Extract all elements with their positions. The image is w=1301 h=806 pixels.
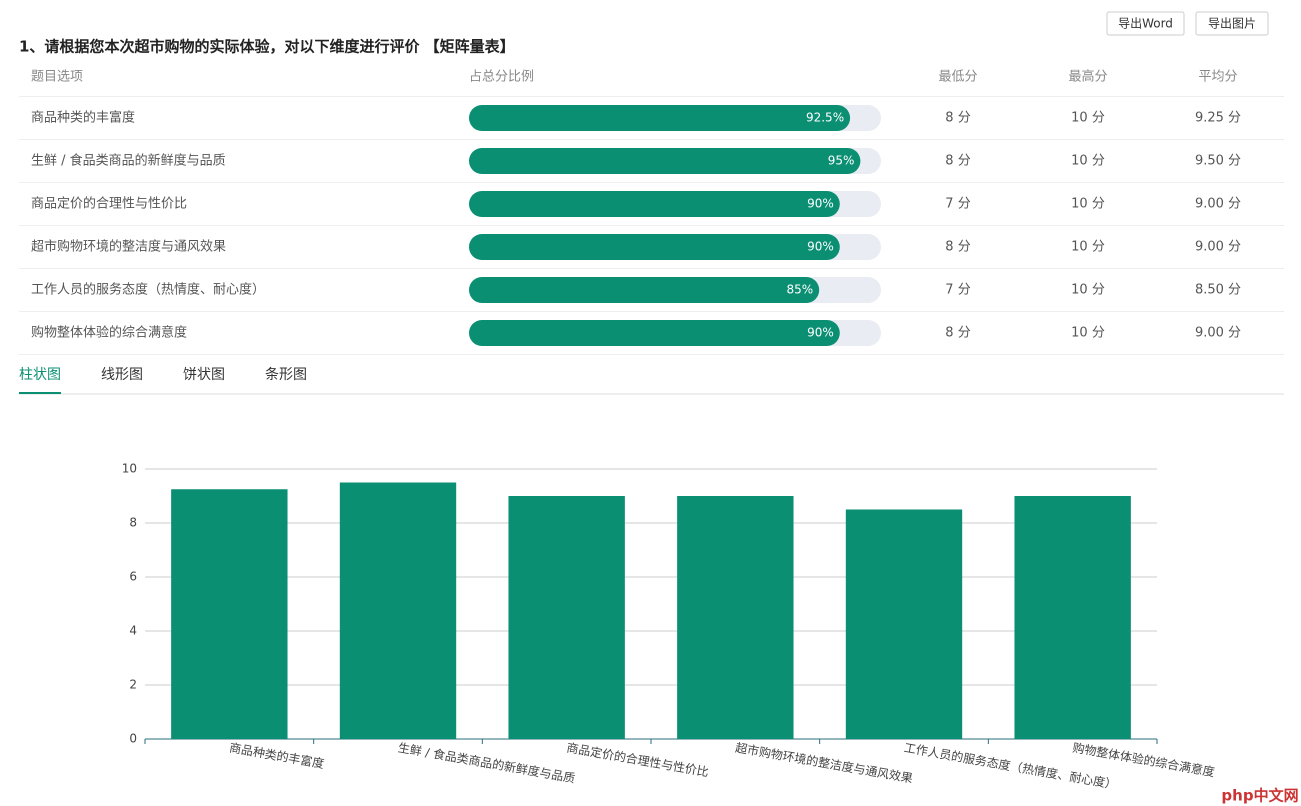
x-tick-label: 商品定价的合理性与性价比 (566, 740, 710, 780)
export-image-label[interactable]: 导出图片 (1208, 17, 1256, 31)
option-label: 生鲜 / 食品类商品的新鲜度与品质 (31, 153, 226, 169)
ratio-label: 90% (807, 240, 834, 254)
min-score: 7 分 (945, 283, 970, 298)
avg-score: 9.00 分 (1195, 326, 1241, 341)
min-score: 7 分 (945, 197, 970, 212)
option-label: 商品定价的合理性与性价比 (31, 196, 187, 212)
ratio-bar (469, 148, 861, 174)
min-score: 8 分 (945, 154, 970, 169)
watermark: php中文网 (1221, 787, 1298, 805)
avg-score: 9.50 分 (1195, 154, 1241, 169)
y-tick-label: 10 (122, 462, 137, 476)
max-score: 10 分 (1071, 326, 1105, 341)
ratio-label: 90% (807, 326, 834, 340)
export-word-button[interactable] (1106, 11, 1185, 36)
y-tick-label: 6 (129, 570, 137, 584)
export-word-label[interactable]: 导出Word (1118, 17, 1173, 31)
min-score: 8 分 (945, 326, 970, 341)
y-tick-label: 8 (129, 516, 137, 530)
option-label: 超市购物环境的整洁度与通风效果 (31, 239, 226, 255)
min-score: 8 分 (945, 240, 970, 255)
ratio-bar (469, 234, 840, 260)
max-score: 10 分 (1071, 154, 1105, 169)
ratio-label: 92.5% (806, 111, 844, 125)
table-header: 占总分比例 (469, 70, 534, 85)
max-score: 10 分 (1071, 283, 1105, 298)
chart-tab[interactable]: 条形图 (265, 366, 307, 383)
bar (677, 496, 794, 739)
ratio-label: 95% (828, 154, 855, 168)
question-title: 1、请根据您本次超市购物的实际体验，对以下维度进行评价 【矩阵量表】 (19, 38, 515, 56)
bar (171, 489, 288, 739)
chart-tab[interactable]: 线形图 (101, 367, 143, 383)
export-image-button[interactable] (1195, 11, 1269, 36)
x-tick-label: 生鲜 / 食品类商品的新鲜度与品质 (397, 740, 577, 786)
ratio-bar (469, 191, 840, 217)
bar (845, 509, 963, 739)
max-score: 10 分 (1071, 111, 1105, 126)
x-tick-label: 超市购物环境的整洁度与通风效果 (734, 740, 914, 786)
ratio-bar (469, 320, 840, 346)
y-tick-label: 4 (129, 624, 137, 638)
y-tick-label: 2 (129, 678, 137, 692)
table-header: 最低分 (938, 70, 977, 85)
option-label: 工作人员的服务态度（热情度、耐心度） (31, 282, 265, 298)
ratio-label: 90% (807, 197, 834, 211)
min-score: 8 分 (945, 111, 970, 126)
bar (508, 496, 625, 739)
option-label: 购物整体体验的综合满意度 (31, 325, 187, 341)
ratio-bar (469, 277, 820, 303)
chart-tab[interactable]: 饼状图 (183, 367, 225, 383)
max-score: 10 分 (1071, 240, 1105, 255)
bar (339, 482, 457, 739)
max-score: 10 分 (1071, 197, 1105, 212)
table-header: 平均分 (1198, 70, 1237, 85)
y-tick-label: 0 (129, 732, 137, 746)
avg-score: 8.50 分 (1195, 283, 1241, 298)
x-tick-label: 商品种类的丰富度 (228, 740, 325, 771)
ratio-bar (469, 105, 851, 131)
table-header: 题目选项 (31, 70, 83, 85)
chart-tab[interactable]: 柱状图 (19, 367, 61, 383)
table-header: 最高分 (1068, 69, 1107, 85)
bar (1014, 496, 1131, 739)
avg-score: 9.00 分 (1195, 240, 1241, 255)
avg-score: 9.25 分 (1195, 111, 1241, 126)
ratio-label: 85% (787, 283, 814, 297)
avg-score: 9.00 分 (1195, 197, 1241, 212)
option-label: 商品种类的丰富度 (31, 110, 135, 126)
